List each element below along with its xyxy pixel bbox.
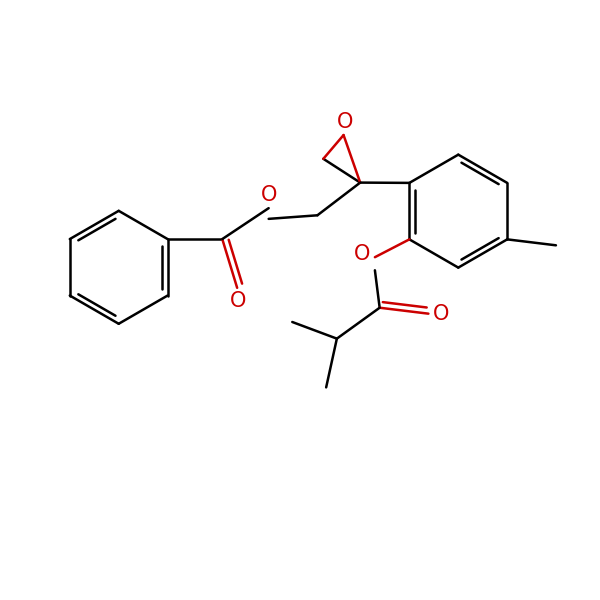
Text: O: O bbox=[230, 291, 247, 311]
Text: O: O bbox=[260, 185, 277, 205]
Text: O: O bbox=[337, 112, 353, 132]
Text: O: O bbox=[433, 304, 449, 323]
Text: O: O bbox=[353, 244, 370, 264]
